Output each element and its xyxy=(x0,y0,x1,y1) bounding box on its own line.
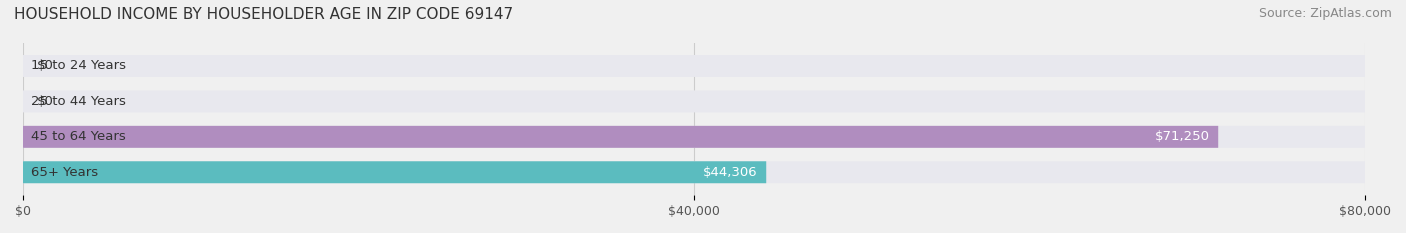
Text: 45 to 64 Years: 45 to 64 Years xyxy=(31,130,127,143)
FancyBboxPatch shape xyxy=(22,55,1365,77)
FancyBboxPatch shape xyxy=(22,161,1365,183)
Text: HOUSEHOLD INCOME BY HOUSEHOLDER AGE IN ZIP CODE 69147: HOUSEHOLD INCOME BY HOUSEHOLDER AGE IN Z… xyxy=(14,7,513,22)
Text: 65+ Years: 65+ Years xyxy=(31,166,98,179)
Text: 15 to 24 Years: 15 to 24 Years xyxy=(31,59,127,72)
Text: $71,250: $71,250 xyxy=(1154,130,1209,143)
FancyBboxPatch shape xyxy=(22,161,766,183)
FancyBboxPatch shape xyxy=(22,126,1365,148)
Text: 25 to 44 Years: 25 to 44 Years xyxy=(31,95,127,108)
Text: $0: $0 xyxy=(37,95,53,108)
Text: Source: ZipAtlas.com: Source: ZipAtlas.com xyxy=(1258,7,1392,20)
FancyBboxPatch shape xyxy=(22,126,1218,148)
Text: $0: $0 xyxy=(37,59,53,72)
FancyBboxPatch shape xyxy=(22,90,1365,112)
Text: $44,306: $44,306 xyxy=(703,166,758,179)
